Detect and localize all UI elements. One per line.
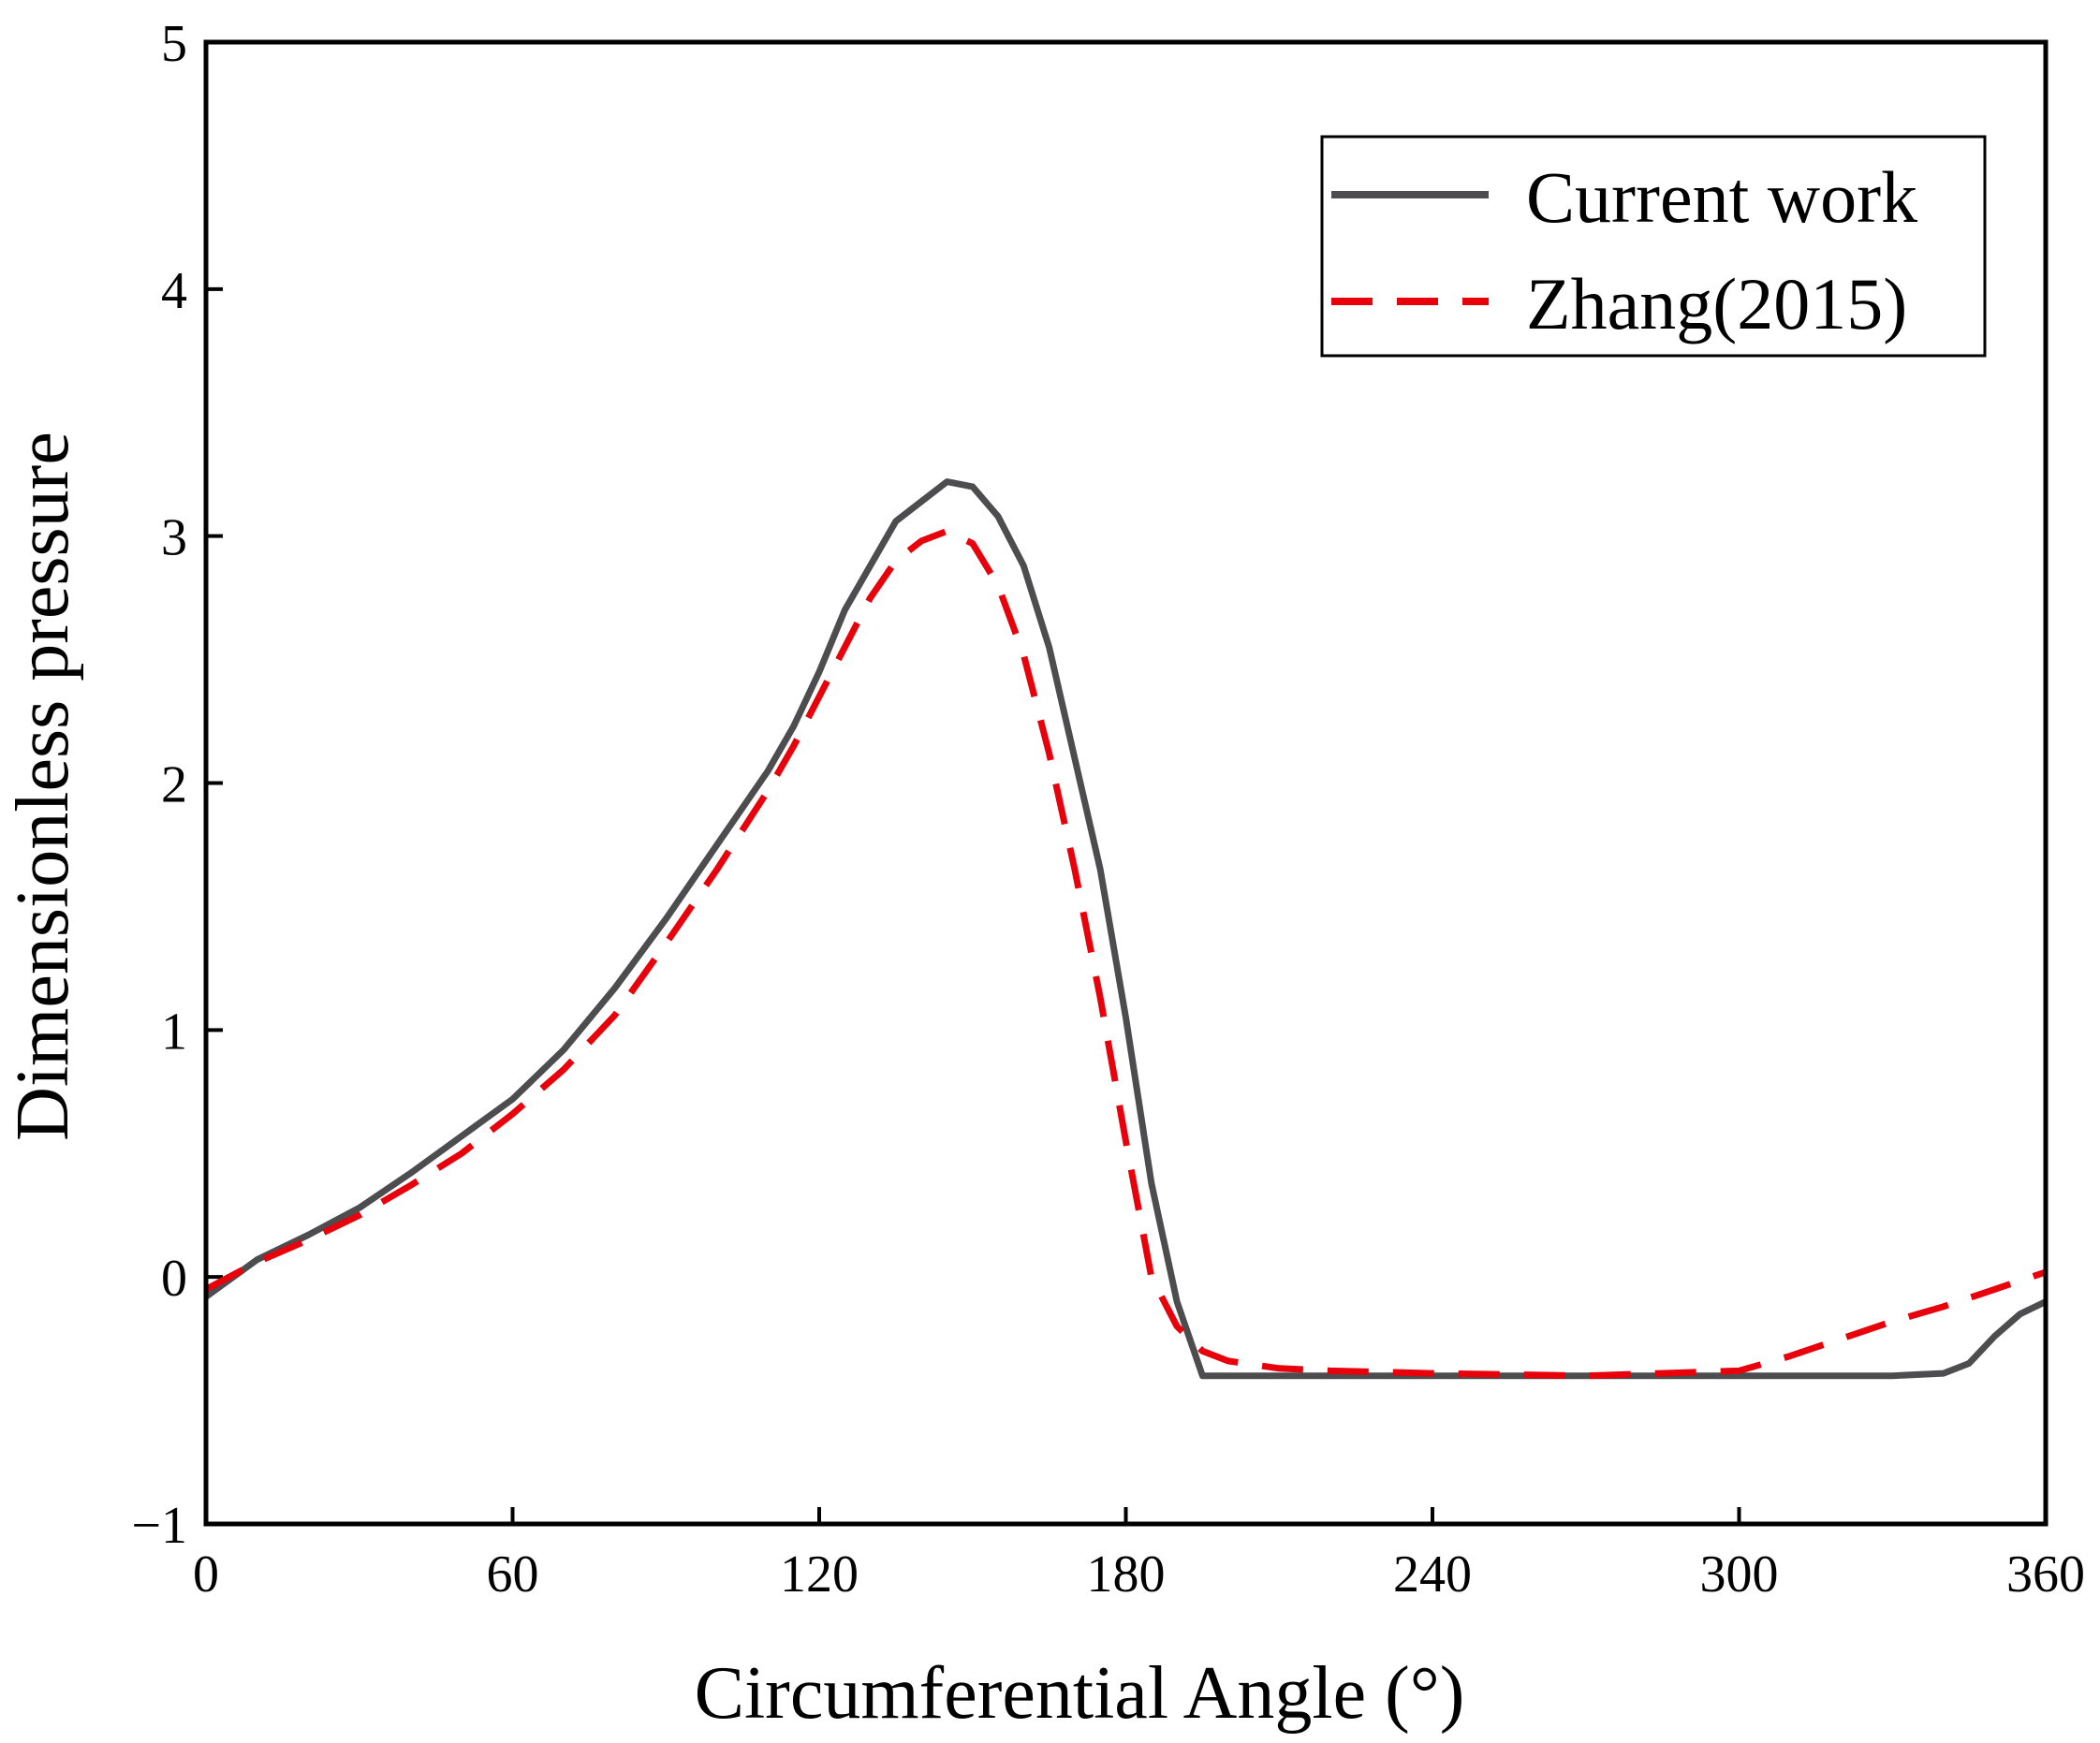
y-tick-label: 0 xyxy=(161,1250,187,1308)
x-tick-label: 300 xyxy=(1700,1545,1779,1604)
y-tick-label: 2 xyxy=(161,756,187,814)
data-series xyxy=(203,478,2048,1380)
y-tick-label: 1 xyxy=(161,1003,187,1061)
legend: Current work Zhang(2015) xyxy=(1320,135,1987,358)
plot-frame xyxy=(203,39,2049,1527)
y-tick-label: 4 xyxy=(161,262,187,320)
y-tick-label: 5 xyxy=(161,15,187,73)
x-tick-label: 60 xyxy=(487,1545,539,1604)
legend-label-current-work: Current work xyxy=(1526,156,1917,238)
x-axis-title: Circumferential Angle (°) xyxy=(695,1652,1465,1735)
legend-box xyxy=(1320,135,1987,358)
legend-label-zhang-2015: Zhang(2015) xyxy=(1526,263,1907,344)
x-tick-label: 360 xyxy=(2006,1545,2085,1604)
series-line-zhang-2015 xyxy=(204,527,2048,1380)
x-tick-label: 120 xyxy=(780,1545,859,1604)
y-tick-label: 3 xyxy=(161,509,187,567)
y-axis-title: Dimensionless pressure xyxy=(2,432,84,1141)
y-tick-label: −1 xyxy=(131,1497,187,1555)
x-tick-label: 180 xyxy=(1087,1545,1166,1604)
x-tick-label: 240 xyxy=(1393,1545,1472,1604)
x-tick-label: 0 xyxy=(193,1545,219,1604)
